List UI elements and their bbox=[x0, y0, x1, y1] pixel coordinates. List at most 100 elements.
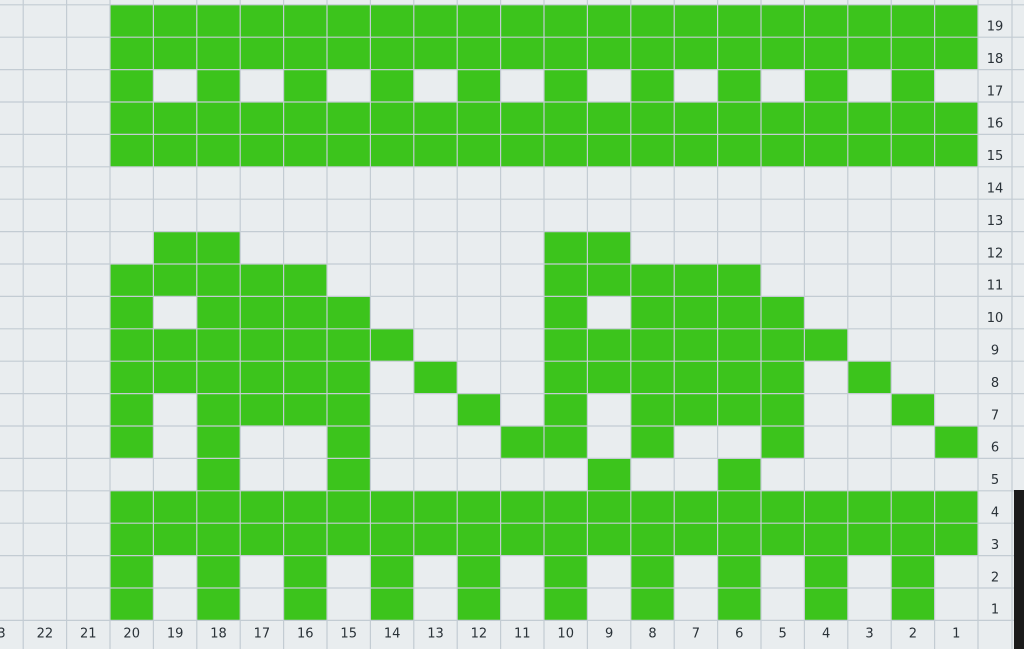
filled-cell bbox=[500, 523, 544, 556]
filled-cell bbox=[110, 393, 154, 426]
filled-cell bbox=[196, 231, 241, 264]
filled-cell bbox=[587, 231, 631, 264]
filled-cell bbox=[934, 37, 978, 70]
filled-cell bbox=[891, 523, 935, 556]
filled-cell bbox=[544, 328, 588, 362]
column-label: 18 bbox=[210, 627, 227, 642]
filled-cell bbox=[283, 69, 327, 102]
filled-cell bbox=[674, 134, 718, 167]
row-label: 3 bbox=[991, 538, 999, 553]
filled-cell bbox=[630, 102, 675, 135]
filled-cell bbox=[847, 102, 892, 135]
filled-cell bbox=[804, 37, 848, 70]
filled-cell bbox=[370, 134, 414, 167]
filled-cell bbox=[674, 264, 718, 297]
filled-cell bbox=[717, 328, 761, 362]
filled-cell bbox=[240, 393, 284, 426]
filled-cell bbox=[674, 393, 718, 426]
filled-cell bbox=[196, 588, 241, 621]
filled-cell bbox=[196, 37, 241, 70]
filled-cell bbox=[283, 328, 327, 362]
filled-cell bbox=[630, 523, 675, 556]
filled-cell bbox=[761, 102, 805, 135]
filled-cell bbox=[283, 296, 327, 329]
filled-cell bbox=[110, 37, 154, 70]
filled-cell bbox=[457, 69, 501, 102]
column-label: 2 bbox=[909, 627, 917, 642]
filled-cell bbox=[847, 37, 892, 70]
column-label: 21 bbox=[80, 627, 97, 642]
filled-cell bbox=[196, 134, 241, 167]
filled-cell bbox=[630, 37, 675, 70]
column-label: 9 bbox=[605, 627, 613, 642]
row-label: 5 bbox=[991, 473, 999, 488]
filled-cell bbox=[761, 37, 805, 70]
labels: 3 22 21 20 19 18 17 16 15 14 13 12 11 10 9 8 7 6 5 4 3 2 11234… bbox=[0, 20, 1003, 642]
filled-cell bbox=[283, 393, 327, 426]
filled-cell bbox=[544, 37, 588, 70]
filled-cell bbox=[196, 458, 241, 491]
filled-cell bbox=[110, 328, 154, 362]
filled-cell bbox=[891, 69, 935, 102]
filled-cell bbox=[370, 37, 414, 70]
filled-cell bbox=[630, 296, 675, 329]
filled-cell bbox=[240, 102, 284, 135]
filled-cell bbox=[761, 426, 805, 459]
filled-cell bbox=[847, 134, 892, 167]
filled-cell bbox=[370, 523, 414, 556]
filled-cell bbox=[544, 361, 588, 394]
filled-cell bbox=[674, 328, 718, 362]
filled-cell bbox=[630, 555, 675, 588]
filled-cell bbox=[500, 490, 544, 524]
filled-cell bbox=[196, 4, 241, 38]
filled-cell bbox=[327, 296, 371, 329]
filled-cell bbox=[457, 37, 501, 70]
filled-cell bbox=[500, 426, 544, 459]
filled-cell bbox=[327, 458, 371, 491]
filled-cell bbox=[327, 393, 371, 426]
filled-cell bbox=[934, 523, 978, 556]
filled-cell bbox=[153, 523, 197, 556]
column-label: 11 bbox=[514, 627, 531, 642]
filled-cell bbox=[717, 296, 761, 329]
filled-cell bbox=[240, 37, 284, 70]
column-label: 3 bbox=[0, 627, 6, 642]
filled-cell bbox=[370, 328, 414, 362]
filled-cell bbox=[587, 4, 631, 38]
filled-cell bbox=[153, 264, 197, 297]
column-label: 13 bbox=[427, 627, 444, 642]
filled-cell bbox=[413, 361, 458, 394]
row-label: 7 bbox=[991, 408, 999, 423]
filled-cell bbox=[110, 588, 154, 621]
filled-cell bbox=[196, 555, 241, 588]
filled-cell bbox=[283, 134, 327, 167]
filled-cell bbox=[544, 231, 588, 264]
filled-cell bbox=[891, 588, 935, 621]
filled-cell bbox=[240, 328, 284, 362]
filled-cell bbox=[196, 296, 241, 329]
filled-cell bbox=[630, 134, 675, 167]
filled-cell bbox=[457, 393, 501, 426]
filled-cell bbox=[196, 102, 241, 135]
filled-cell bbox=[587, 523, 631, 556]
column-label: 4 bbox=[822, 627, 830, 642]
filled-cell bbox=[674, 4, 718, 38]
filled-cell bbox=[413, 102, 458, 135]
filled-cell bbox=[327, 361, 371, 394]
filled-cell bbox=[110, 264, 154, 297]
filled-cell bbox=[110, 361, 154, 394]
filled-cell bbox=[196, 264, 241, 297]
row-label: 17 bbox=[987, 84, 1004, 99]
filled-cell bbox=[196, 523, 241, 556]
filled-cell bbox=[500, 37, 544, 70]
filled-cell bbox=[413, 134, 458, 167]
filled-cell bbox=[674, 361, 718, 394]
filled-cell bbox=[717, 69, 761, 102]
filled-cell bbox=[110, 4, 154, 38]
filled-cell bbox=[153, 134, 197, 167]
row-label: 4 bbox=[991, 506, 999, 521]
filled-cell bbox=[544, 4, 588, 38]
filled-cell bbox=[674, 523, 718, 556]
filled-cell bbox=[630, 69, 675, 102]
